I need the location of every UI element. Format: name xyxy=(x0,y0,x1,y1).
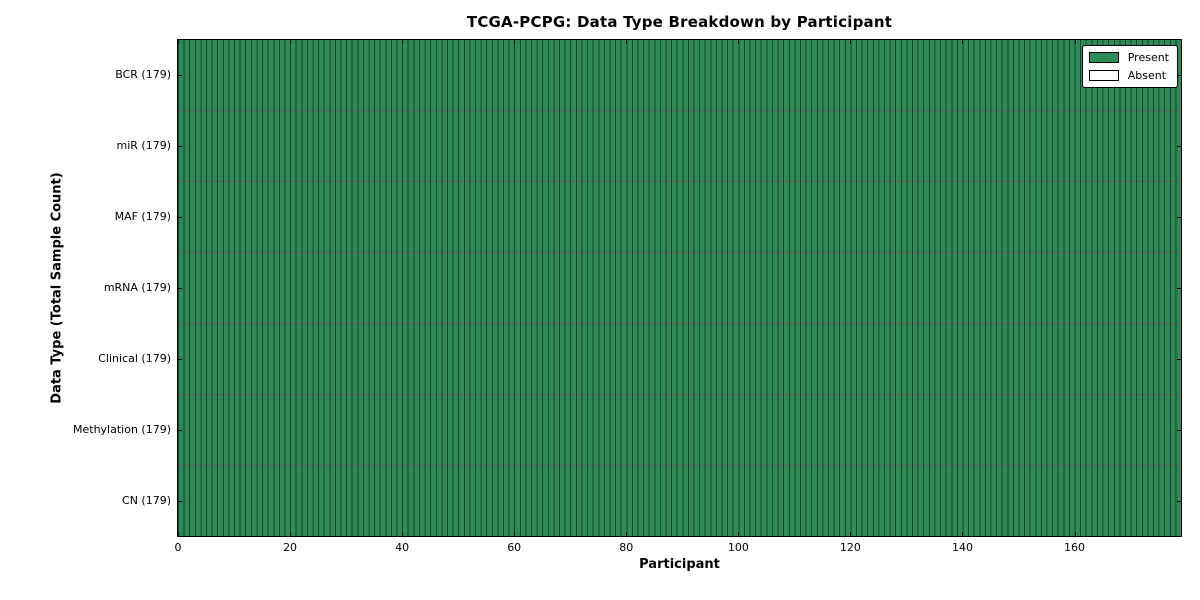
y-tick-label-methylation: Methylation (179) xyxy=(73,422,171,436)
x-axis-label: Participant xyxy=(639,557,720,572)
row-band-mir xyxy=(178,111,1181,182)
y-tick-mark xyxy=(178,429,182,431)
row-bands xyxy=(178,40,1181,536)
legend: Present Absent xyxy=(1081,45,1178,88)
y-tick-label-clinical: Clinical (179) xyxy=(98,351,171,365)
row-band-methylation xyxy=(178,395,1181,466)
chart-title: TCGA-PCPG: Data Type Breakdown by Partic… xyxy=(466,13,893,31)
legend-label: Absent xyxy=(1127,69,1167,82)
y-tick-mark xyxy=(178,217,182,219)
y-tick-label-bcr: BCR (179) xyxy=(115,68,171,82)
y-tick-mark xyxy=(1177,146,1181,148)
x-tick-label: 120 xyxy=(839,541,861,554)
x-tick-label: 40 xyxy=(395,541,410,554)
x-tick-mark xyxy=(962,532,964,536)
y-tick-mark xyxy=(178,288,182,289)
y-tick-mark xyxy=(178,75,182,77)
x-tick-mark xyxy=(850,40,852,44)
absent-swatch-icon xyxy=(1088,70,1119,81)
x-tick-mark xyxy=(1074,40,1076,44)
x-tick-mark xyxy=(738,532,740,536)
y-tick-label-maf: MAF (179) xyxy=(114,210,171,224)
y-tick-label-cn: CN (179) xyxy=(122,493,171,507)
y-tick-mark xyxy=(1177,358,1181,360)
row-band-mrna xyxy=(178,253,1181,324)
x-tick-mark xyxy=(290,532,292,536)
x-tick-mark xyxy=(178,532,179,536)
x-tick-mark xyxy=(178,40,179,44)
row-band-maf xyxy=(178,182,1181,253)
x-tick-mark xyxy=(290,40,292,44)
x-tick-mark xyxy=(626,532,628,536)
y-tick-mark xyxy=(1177,217,1181,219)
y-tick-label-mir: miR (179) xyxy=(116,139,172,153)
x-tick-mark xyxy=(1074,532,1076,536)
y-tick-mark xyxy=(1177,288,1181,289)
legend-label: Present xyxy=(1127,51,1169,64)
y-tick-mark xyxy=(1177,500,1181,502)
y-tick-mark xyxy=(1177,75,1181,77)
x-tick-label: 0 xyxy=(174,541,182,554)
legend-entry-absent: Absent xyxy=(1088,69,1169,82)
x-tick-mark xyxy=(738,40,740,44)
x-tick-mark xyxy=(514,40,516,44)
x-tick-mark xyxy=(514,532,516,536)
present-swatch-icon xyxy=(1088,52,1119,63)
legend-entry-present: Present xyxy=(1088,51,1169,64)
row-band-bcr xyxy=(178,40,1181,111)
y-tick-mark xyxy=(178,358,182,360)
x-tick-mark xyxy=(850,532,852,536)
x-tick-label: 140 xyxy=(951,541,973,554)
row-band-cn xyxy=(178,466,1181,536)
y-tick-mark xyxy=(178,146,182,148)
y-tick-mark xyxy=(178,500,182,502)
x-tick-label: 20 xyxy=(283,541,298,554)
row-band-clinical xyxy=(178,324,1181,395)
x-tick-label: 100 xyxy=(727,541,749,554)
x-tick-mark xyxy=(402,532,404,536)
plot-area: Present Absent xyxy=(177,39,1182,537)
x-tick-mark xyxy=(962,40,964,44)
x-tick-label: 160 xyxy=(1064,541,1086,554)
y-tick-label-mrna: mRNA (179) xyxy=(103,281,171,294)
x-tick-mark xyxy=(402,40,404,44)
x-tick-label: 60 xyxy=(507,541,522,554)
x-tick-label: 80 xyxy=(619,541,634,554)
x-tick-mark xyxy=(626,40,628,44)
y-tick-mark xyxy=(1177,429,1181,431)
